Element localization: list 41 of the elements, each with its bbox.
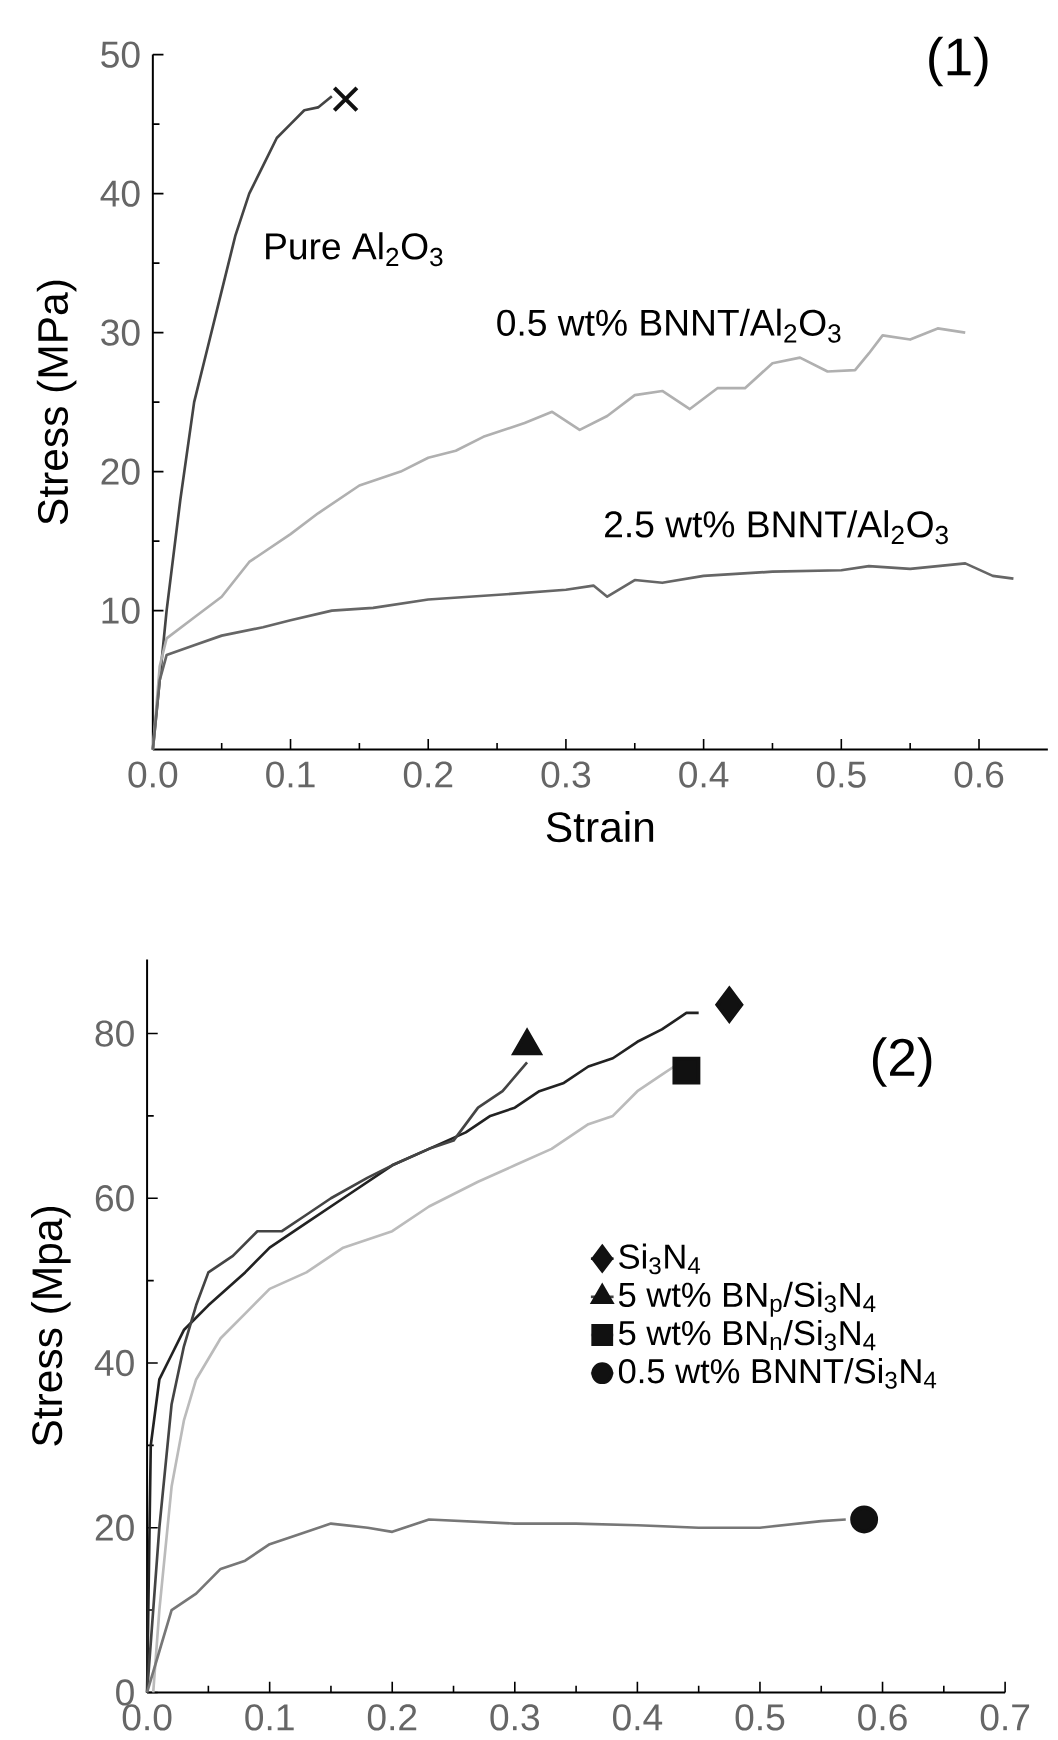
x-tick-label: 0.7 [980,1704,1030,1731]
x-tick-label: 0.4 [679,761,729,788]
x-axis-title: Strain [546,811,654,843]
x-tick-label: 0.2 [403,761,453,788]
x-tick-label: 0.3 [541,761,591,788]
y-tick-label: 40 [100,180,140,207]
y-tick-label: 30 [101,319,140,346]
point [850,1505,879,1534]
y-tick-label: 20 [101,458,140,485]
y-tick-label: 40 [94,1349,134,1377]
legend-label: 0.5 wt% BNNT/Si$_{3}$N$_{4}$ [618,1358,937,1389]
x-tick-label: 0.1 [245,1704,294,1731]
x-tick-label: 0.2 [367,1704,417,1731]
x-tick-label: 0.3 [490,1704,540,1731]
legend-label: 5 wt% BN$_{n}$/Si$_{3}$N$_{4}$ [618,1319,876,1351]
x-tick-label: 0.0 [128,761,178,788]
y-tick-label: 0 [116,1679,134,1706]
y-axis-title: Stress (Mpa) [31,1206,71,1446]
y-tick-label: 80 [95,1020,134,1047]
legend-label: Si$_{3}$N$_{4}$ [619,1243,701,1275]
point [715,986,744,1023]
series-label: 2.5 wt% BNNT/Al$_{2}$O$_{3}$ [605,510,948,545]
x-tick-label: 0.5 [816,761,866,788]
y-tick-label: 10 [102,597,140,624]
y-axis-title: Stress (MPa) [36,280,77,525]
x-tick-label: 0.1 [266,761,315,788]
x-tick-label: 0.5 [735,1704,785,1731]
series-label: Pure Al$_{2}$O$_{3}$ [266,232,443,267]
y-tick-label: 60 [95,1185,134,1212]
point [672,1056,701,1085]
x-tick-label: 0.6 [858,1704,907,1731]
x-tick-label: 0.0 [122,1704,172,1731]
series-label: 0.5 wt% BNNT/Al$_{2}$O$_{3}$ [497,308,841,343]
legend-label: 5 wt% BN$_{p}$/Si$_{3}$N$_{4}$ [618,1281,876,1317]
x-tick-label: 0.4 [612,1704,663,1731]
y-tick-label: 20 [95,1514,134,1541]
line-series [145,1518,848,1694]
x-tick-label: 0.6 [954,761,1004,788]
chart-title: (1) [929,36,988,87]
text: (2) [872,1037,932,1087]
y-tick-label: 50 [101,41,140,68]
